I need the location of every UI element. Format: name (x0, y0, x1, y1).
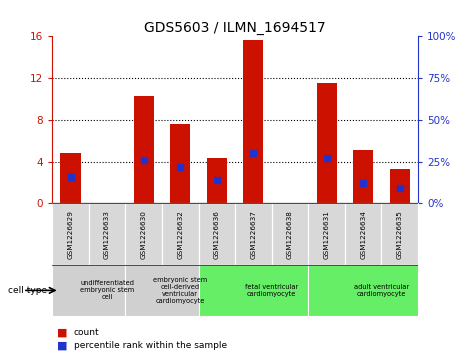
Bar (133, 96, 154, 203)
Bar (390, 169, 410, 203)
Text: adult ventricular
cardiomyocyte: adult ventricular cardiomyocyte (354, 284, 409, 297)
Text: GSM1226637: GSM1226637 (250, 210, 256, 258)
Bar (52, 265, 125, 316)
Text: GSM1226629: GSM1226629 (67, 210, 74, 258)
Bar (162, 203, 199, 265)
Bar (353, 150, 373, 203)
Text: GSM1226631: GSM1226631 (323, 210, 330, 258)
Text: fetal ventricular
cardiomyocyte: fetal ventricular cardiomyocyte (245, 284, 298, 297)
Bar (170, 124, 190, 203)
Text: count: count (74, 328, 99, 337)
Bar (199, 265, 308, 316)
Bar (381, 203, 418, 265)
Bar (52, 203, 89, 265)
Bar (243, 41, 264, 203)
Text: ■: ■ (57, 340, 67, 351)
Bar (316, 83, 337, 203)
Bar (125, 203, 162, 265)
Bar (308, 203, 345, 265)
Title: GDS5603 / ILMN_1694517: GDS5603 / ILMN_1694517 (144, 21, 326, 35)
Text: percentile rank within the sample: percentile rank within the sample (74, 341, 227, 350)
Text: GSM1226633: GSM1226633 (104, 210, 110, 258)
Text: GSM1226636: GSM1226636 (214, 210, 220, 258)
Text: undifferentiated
embryonic stem
cell: undifferentiated embryonic stem cell (80, 280, 134, 301)
Bar (199, 203, 235, 265)
Text: GSM1226634: GSM1226634 (360, 210, 366, 258)
Text: ■: ■ (57, 327, 67, 337)
Bar (89, 203, 125, 265)
Bar (308, 265, 418, 316)
Bar (125, 265, 199, 316)
Bar (235, 203, 272, 265)
Text: GSM1226635: GSM1226635 (397, 210, 403, 258)
Text: GSM1226638: GSM1226638 (287, 210, 293, 258)
Bar (272, 203, 308, 265)
Text: cell type: cell type (9, 286, 48, 295)
Bar (207, 158, 227, 203)
Text: GSM1226630: GSM1226630 (141, 210, 147, 258)
Text: GSM1226632: GSM1226632 (177, 210, 183, 258)
Text: embryonic stem
cell-derived
ventricular
cardiomyocyte: embryonic stem cell-derived ventricular … (153, 277, 208, 304)
Bar (345, 203, 381, 265)
Bar (60, 153, 81, 203)
